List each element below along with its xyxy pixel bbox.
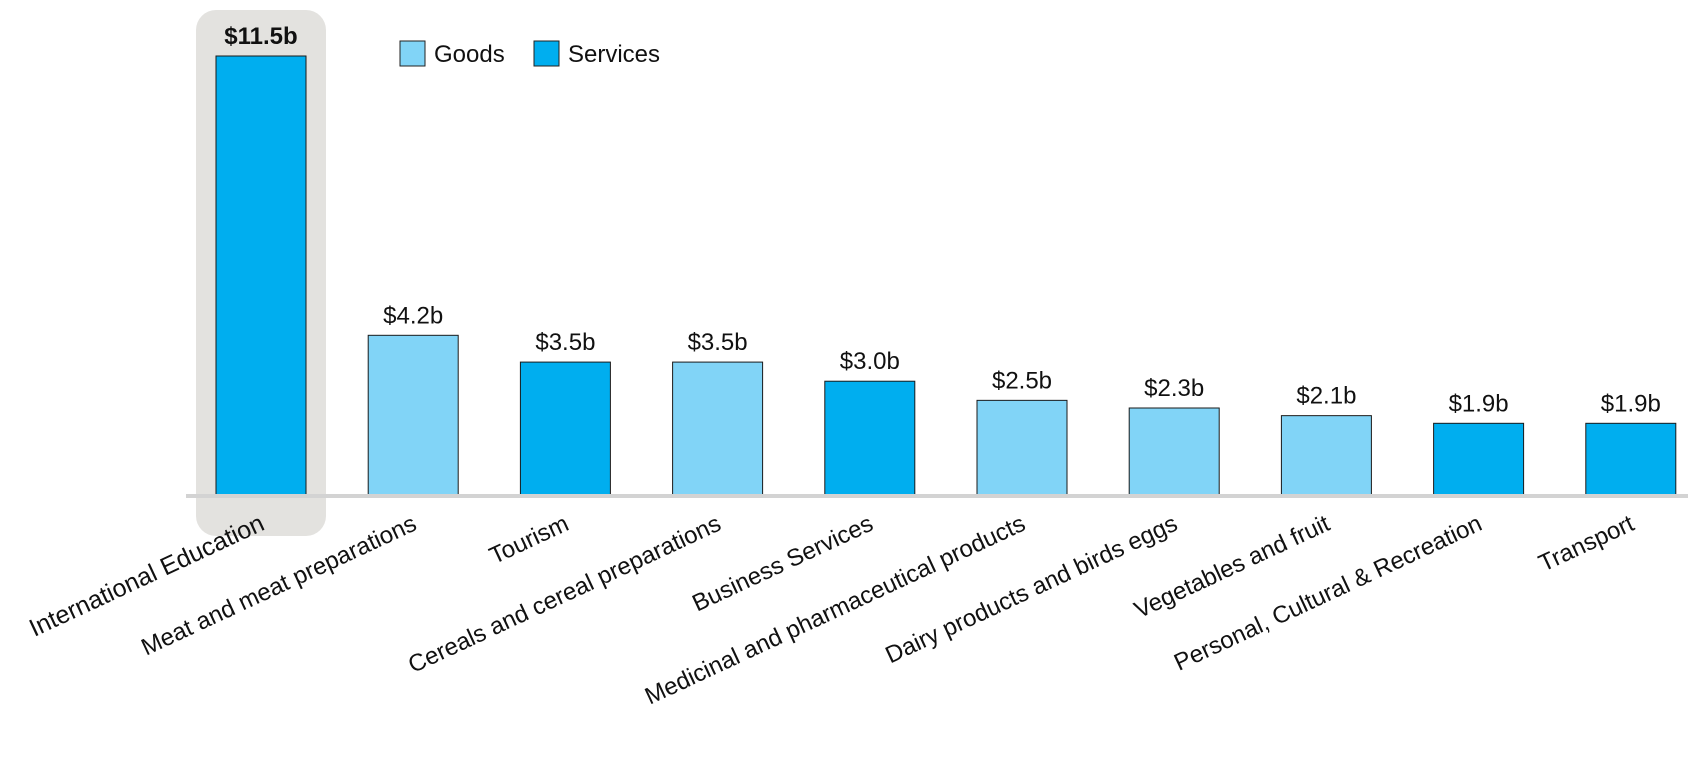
legend-swatch-services: [533, 40, 560, 67]
data-labels: $11.5b $4.2b $3.5b $3.5b $3.0b $2.5b $2.3b $2.1…: [224, 23, 1661, 417]
data-label-cereals-and-cereal-preparations: $3.5b: [688, 329, 748, 356]
data-label-international-education: $11.5b: [224, 23, 297, 50]
legend-label-goods: Goods: [434, 41, 505, 68]
bar-vegetables-and-fruit: [1280, 415, 1372, 497]
legend-swatch-goods: [399, 40, 426, 67]
bar-dairy-products-and-birds-eggs: [1128, 407, 1220, 497]
category-label-transport: Transport: [1535, 510, 1639, 578]
bar-international-education: [215, 55, 307, 497]
bar-business-services: [824, 380, 916, 497]
data-label-meat-and-meat-preparations: $4.2b: [383, 302, 443, 329]
data-label-transport: $1.9b: [1601, 390, 1661, 417]
data-label-medicinal-and-pharmaceutical-products: $2.5b: [992, 367, 1052, 394]
bar-meat-and-meat-preparations: [367, 334, 459, 497]
bar-personal-cultural-recreation: [1433, 422, 1525, 497]
category-label-tourism: Tourism: [485, 510, 573, 570]
category-label-international-education: International Education: [25, 509, 269, 642]
data-label-business-services: $3.0b: [840, 348, 900, 375]
data-label-personal-cultural-recreation: $1.9b: [1449, 390, 1509, 417]
category-label-dairy-products-and-birds-eggs: Dairy products and birds eggs: [881, 510, 1181, 669]
bar-cereals-and-cereal-preparations: [672, 361, 764, 497]
bar-medicinal-and-pharmaceutical-products: [976, 399, 1068, 497]
bar-transport: [1585, 422, 1677, 497]
bar-tourism: [519, 361, 611, 497]
legend: Goods Services: [399, 40, 660, 68]
data-label-dairy-products-and-birds-eggs: $2.3b: [1144, 375, 1204, 402]
bars-layer: [215, 55, 1677, 497]
data-label-tourism: $3.5b: [535, 329, 595, 356]
legend-label-services: Services: [568, 41, 660, 68]
data-label-vegetables-and-fruit: $2.1b: [1296, 383, 1356, 410]
